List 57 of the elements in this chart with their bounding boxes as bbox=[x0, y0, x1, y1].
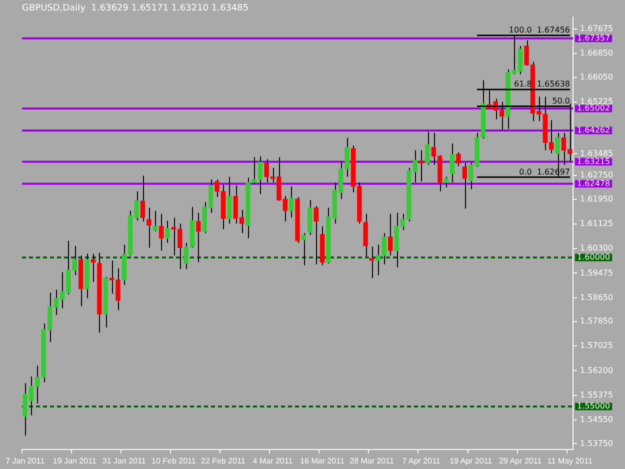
x-tick-label: 10 Feb 2011 bbox=[152, 456, 196, 466]
ref-line-label: 1.55000 bbox=[577, 402, 610, 411]
x-tick-label: 4 Mar 2011 bbox=[252, 456, 294, 466]
x-tick-label: 31 Jan 2011 bbox=[102, 456, 146, 466]
candlestick bbox=[146, 207, 152, 248]
y-tick-label: 1.53750 bbox=[580, 438, 614, 448]
annotation: 50.0 bbox=[552, 96, 570, 106]
ref-line-label: 1.63215 bbox=[577, 156, 610, 166]
y-tick-label: 1.65225 bbox=[580, 96, 614, 106]
y-tick-label: 1.60300 bbox=[580, 244, 614, 253]
y-tick-label: 1.61950 bbox=[580, 194, 614, 204]
candlestick bbox=[462, 162, 467, 210]
ref-line-label: 1.60000 bbox=[577, 252, 610, 262]
candlestick bbox=[456, 152, 461, 167]
candlestick bbox=[196, 212, 201, 263]
y-tick-label: 1.55375 bbox=[580, 390, 614, 400]
ref-line-label: 1.64262 bbox=[577, 126, 610, 135]
candlestick bbox=[425, 131, 430, 166]
candlestick bbox=[140, 175, 146, 222]
y-tick-label: 1.63485 bbox=[580, 148, 614, 158]
candlestick bbox=[152, 210, 158, 232]
y-tick-label: 1.59475 bbox=[580, 268, 614, 278]
candlestick bbox=[165, 220, 170, 244]
y-tick-label: 1.56200 bbox=[580, 366, 614, 375]
y-tick-label: 1.57025 bbox=[580, 341, 614, 350]
candlestick bbox=[314, 205, 318, 265]
y-tick-label: 1.57850 bbox=[580, 316, 614, 326]
x-tick-label: 28 Mar 2011 bbox=[350, 456, 395, 466]
candlestick bbox=[388, 213, 393, 256]
x-tick-label: 29 Apr 2011 bbox=[499, 456, 542, 466]
x-tick-label: 19 Jan 2011 bbox=[52, 456, 97, 466]
x-tick-label: 16 Mar 2011 bbox=[300, 456, 345, 466]
candlestick bbox=[301, 232, 306, 266]
candlestick bbox=[444, 176, 448, 188]
y-tick-label: 1.66850 bbox=[580, 48, 614, 58]
y-tick-label: 1.67675 bbox=[580, 24, 614, 33]
ref-line-label: 1.62478 bbox=[577, 178, 610, 188]
y-tick-label: 1.61125 bbox=[580, 219, 614, 228]
candlestick bbox=[450, 142, 455, 183]
y-tick-label: 1.62750 bbox=[580, 170, 614, 180]
candlestick bbox=[369, 246, 374, 279]
x-tick-label: 22 Feb 2011 bbox=[201, 456, 246, 466]
candlestick bbox=[227, 176, 232, 224]
candlestick bbox=[288, 186, 294, 218]
x-tick-label: 7 Apr 2011 bbox=[402, 456, 441, 466]
x-tick-label: 7 Jan 2011 bbox=[6, 456, 46, 466]
candlestick bbox=[158, 213, 164, 252]
candlestick bbox=[418, 150, 424, 182]
y-tick-label: 1.54550 bbox=[580, 414, 614, 424]
x-tick-label: 11 May 2011 bbox=[547, 456, 593, 466]
ref-line-label: 1.65002 bbox=[577, 104, 610, 113]
ref-line-label: 100.0 1.67456 bbox=[508, 25, 570, 34]
y-tick-label: 1.66050 bbox=[580, 72, 614, 82]
ref-line-label: 1.67357 bbox=[577, 33, 610, 42]
y-tick-label: 1.58650 bbox=[580, 292, 614, 302]
x-tick-label: 19 Apr 2011 bbox=[450, 456, 493, 466]
chart-title: GBPUSD,Daily 1.63629 1.65171 1.63210 1.63485 bbox=[22, 4, 249, 14]
